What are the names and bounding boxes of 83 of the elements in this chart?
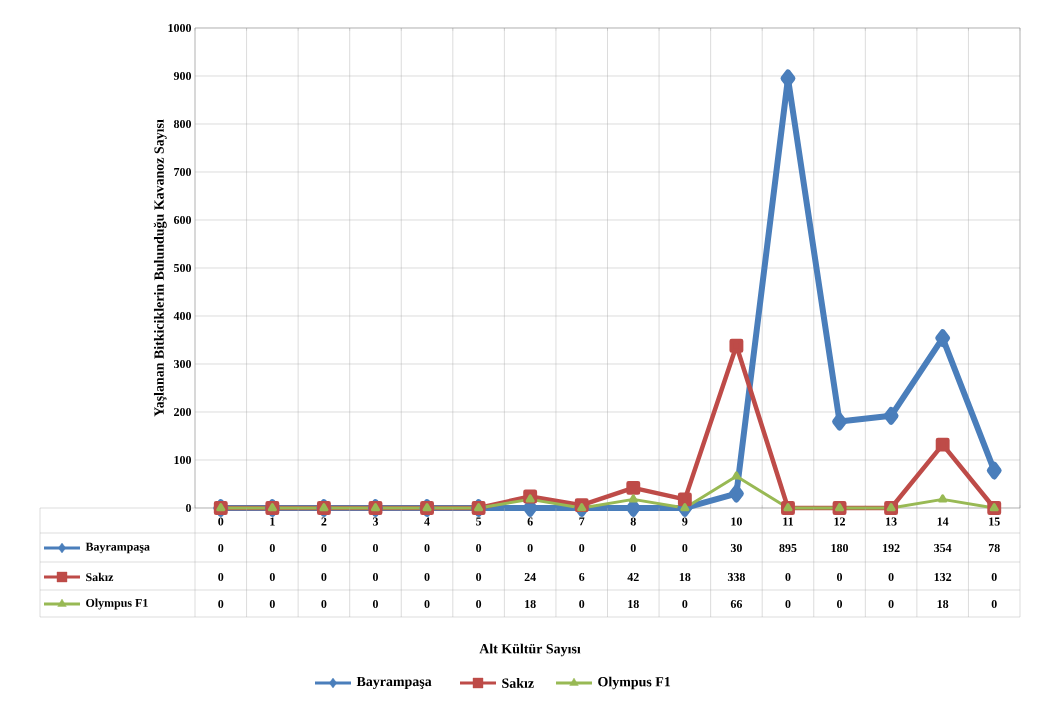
data-label: 354 xyxy=(934,543,952,553)
data-label: 0 xyxy=(579,599,585,609)
data-label: 0 xyxy=(269,572,275,582)
data-label: 0 xyxy=(527,543,533,553)
x-tick-label: 10 xyxy=(731,517,742,526)
data-label: 895 xyxy=(779,543,797,553)
y-tick-label: 500 xyxy=(174,263,192,273)
data-label: 0 xyxy=(888,599,894,609)
text: Alt Kültür Sayısı xyxy=(479,643,581,657)
data-label: 0 xyxy=(630,543,636,553)
y-tick-label: 200 xyxy=(174,407,192,417)
data-label: 24 xyxy=(524,573,536,581)
data-label: 0 xyxy=(682,599,688,609)
y-tick-label: 1000 xyxy=(168,23,192,33)
x-tick-label: 1 xyxy=(270,517,275,526)
data-label: 18 xyxy=(525,599,536,609)
y-tick-label: 800 xyxy=(173,119,192,129)
x-tick-label: 15 xyxy=(989,517,1000,526)
data-label: 0 xyxy=(837,572,843,582)
data-label: 18 xyxy=(937,599,949,609)
data-label: 0 xyxy=(424,543,430,553)
data-label: 0 xyxy=(476,543,482,553)
data-label: 30 xyxy=(730,543,742,553)
data-label: 0 xyxy=(837,599,843,609)
data-label: 0 xyxy=(372,543,378,553)
data-label: 0 xyxy=(682,543,688,553)
y-axis-title: Yaşlanan Bitkiciklerin Bulunduğu Kavanoz Sayısı xyxy=(153,119,167,417)
y-tick-label: 100 xyxy=(174,455,192,465)
data-label: 0 xyxy=(785,572,791,582)
data-label: 42 xyxy=(627,573,639,581)
y-tick-label: 900 xyxy=(173,71,192,81)
data-label: 0 xyxy=(321,572,327,582)
x-tick-label: 3 xyxy=(372,517,379,526)
data-label: 0 xyxy=(321,599,327,609)
data-label: 0 xyxy=(269,543,275,553)
x-tick-label: 6 xyxy=(527,517,533,526)
data-label: 6 xyxy=(579,572,585,582)
x-tick-label: 12 xyxy=(834,517,846,526)
y-tick-label: 300 xyxy=(174,359,192,369)
data-label: 0 xyxy=(424,572,430,582)
x-tick-label: 9 xyxy=(682,517,688,526)
y-tick-label: 400 xyxy=(173,311,192,321)
data-label: 132 xyxy=(934,572,952,582)
data-label: 338 xyxy=(727,572,745,582)
data-label: 0 xyxy=(372,572,378,582)
x-tick-label: 8 xyxy=(630,517,636,526)
data-label: 0 xyxy=(424,599,430,609)
data-label: 0 xyxy=(991,572,997,582)
data-label: 0 xyxy=(785,599,791,609)
data-label: 0 xyxy=(218,599,224,609)
data-label: 18 xyxy=(679,572,691,582)
data-label: 0 xyxy=(888,572,894,582)
text: Bayrampaşa xyxy=(356,676,432,690)
data-label: 66 xyxy=(730,599,743,609)
x-tick-label: 5 xyxy=(476,517,482,526)
data-label: 78 xyxy=(988,543,1000,553)
x-tick-label: 14 xyxy=(937,517,949,526)
y-tick-label: 0 xyxy=(185,503,192,513)
legend-label: Bayrampaşa xyxy=(85,542,150,554)
data-label: 0 xyxy=(218,572,224,582)
legend-label: Sakız xyxy=(86,572,114,582)
y-tick-label: 700 xyxy=(174,167,192,177)
data-label: 0 xyxy=(991,599,997,609)
x-tick-label: 4 xyxy=(424,517,430,526)
data-label: 0 xyxy=(476,572,482,582)
data-label: 192 xyxy=(883,543,900,553)
x-tick-label: 13 xyxy=(886,517,897,526)
data-label: 0 xyxy=(372,599,378,609)
x-tick-label: 2 xyxy=(321,517,327,526)
data-label: 18 xyxy=(628,599,639,609)
text: Sakız xyxy=(502,678,534,688)
text: Olympus F1 xyxy=(598,676,671,690)
x-tick-label: 11 xyxy=(783,517,794,526)
data-label: 180 xyxy=(831,543,849,553)
data-label: 0 xyxy=(218,543,224,553)
data-label: 0 xyxy=(321,543,327,553)
x-tick-label: 0 xyxy=(218,517,224,526)
data-label: 0 xyxy=(476,599,482,609)
legend-label: Olympus F1 xyxy=(86,598,148,610)
data-label: 0 xyxy=(579,543,585,553)
y-tick-label: 600 xyxy=(173,215,192,225)
x-tick-label: 7 xyxy=(579,517,585,526)
data-label: 0 xyxy=(269,599,275,609)
